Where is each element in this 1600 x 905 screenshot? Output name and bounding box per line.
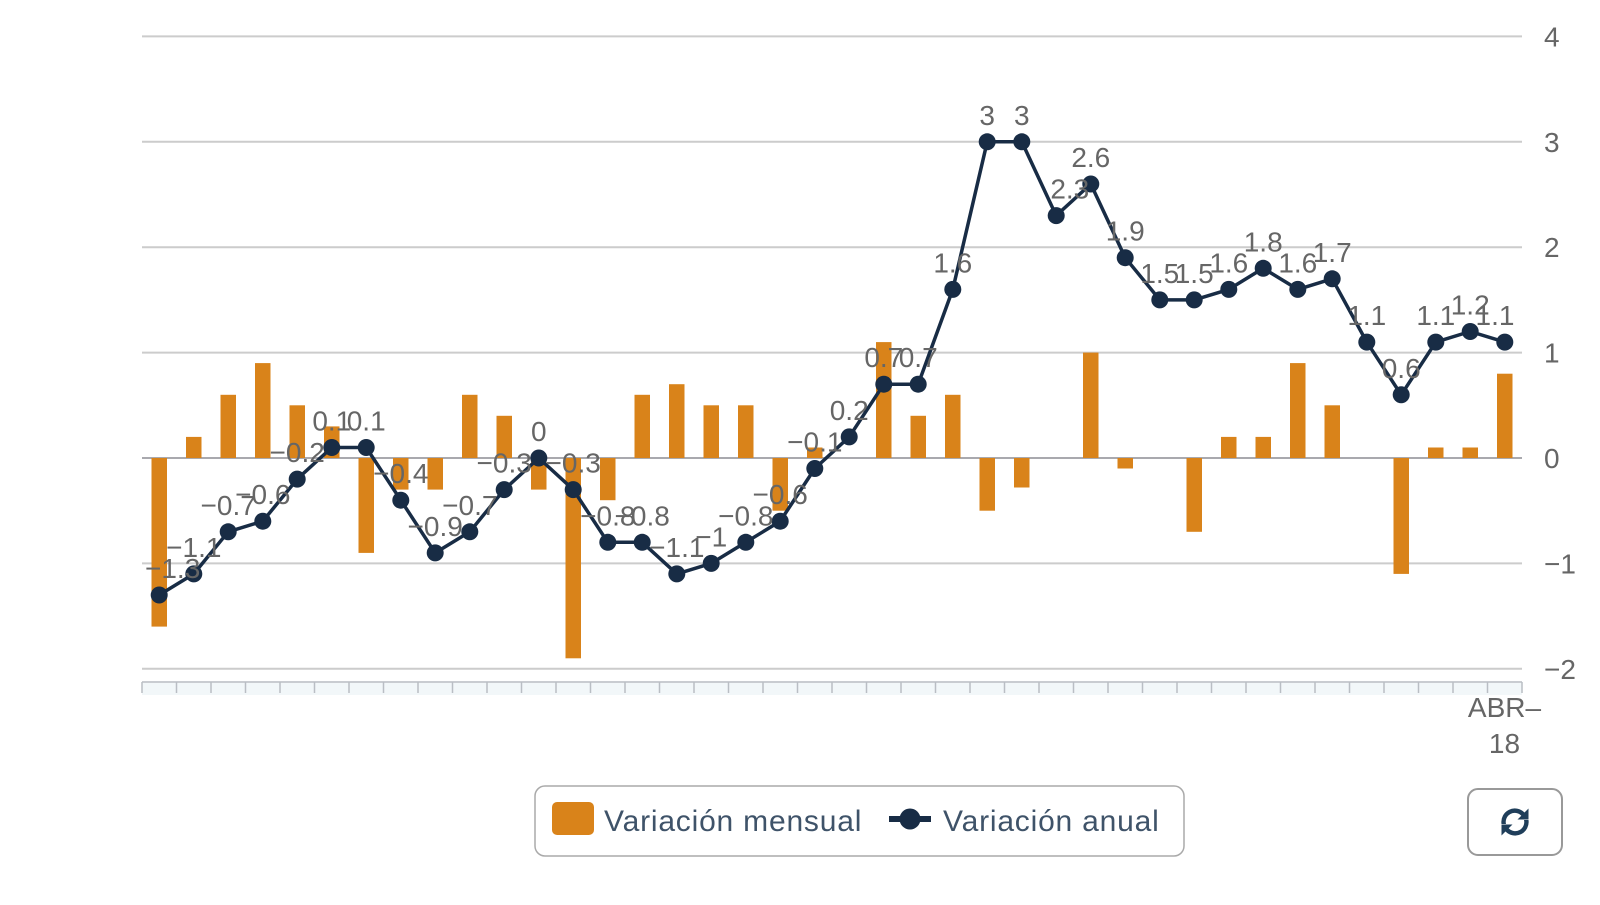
svg-text:1: 1	[1544, 338, 1560, 369]
svg-text:1.6: 1.6	[933, 247, 972, 278]
svg-text:0.6: 0.6	[1382, 353, 1421, 384]
svg-text:−0.8: −0.8	[580, 500, 635, 531]
svg-text:−0.3: −0.3	[477, 448, 532, 479]
svg-text:Variación anual: Variación anual	[943, 805, 1160, 838]
svg-text:−1: −1	[1544, 548, 1576, 579]
svg-text:1.2: 1.2	[1451, 290, 1490, 321]
svg-text:1.6: 1.6	[1209, 247, 1248, 278]
svg-text:1.1: 1.1	[1347, 300, 1386, 331]
svg-text:0.1: 0.1	[312, 406, 351, 437]
svg-text:2.6: 2.6	[1071, 142, 1110, 173]
svg-text:1.8: 1.8	[1244, 226, 1283, 257]
svg-text:0.1: 0.1	[347, 406, 386, 437]
svg-text:−1: −1	[695, 521, 727, 552]
svg-text:1.5: 1.5	[1175, 258, 1214, 289]
svg-text:1.7: 1.7	[1313, 237, 1352, 268]
svg-text:−1.1: −1.1	[166, 532, 221, 563]
svg-text:1.5: 1.5	[1140, 258, 1179, 289]
svg-text:−0.2: −0.2	[270, 437, 325, 468]
svg-text:Variación mensual: Variación mensual	[604, 805, 862, 838]
svg-text:1.6: 1.6	[1278, 247, 1317, 278]
svg-text:−1.3: −1.3	[145, 553, 200, 584]
svg-text:−0.6: −0.6	[753, 479, 808, 510]
svg-text:−1.1: −1.1	[649, 532, 704, 563]
svg-text:−0.7: −0.7	[201, 490, 256, 521]
svg-text:4: 4	[1544, 21, 1560, 52]
svg-text:−0.3: −0.3	[546, 448, 601, 479]
svg-text:−2: −2	[1544, 654, 1576, 685]
svg-text:−0.9: −0.9	[408, 511, 463, 542]
svg-text:3: 3	[1544, 127, 1560, 158]
svg-text:0.7: 0.7	[864, 342, 903, 373]
svg-text:18: 18	[1489, 728, 1520, 759]
svg-text:ABR–: ABR–	[1468, 692, 1542, 723]
svg-text:1.1: 1.1	[1416, 300, 1455, 331]
svg-text:0.7: 0.7	[899, 342, 938, 373]
svg-text:−0.6: −0.6	[235, 479, 290, 510]
svg-text:−0.8: −0.8	[615, 500, 670, 531]
svg-text:0.2: 0.2	[830, 395, 869, 426]
svg-text:0: 0	[531, 416, 547, 447]
svg-text:3: 3	[1014, 100, 1030, 131]
svg-text:−0.1: −0.1	[787, 427, 842, 458]
svg-text:0: 0	[1544, 443, 1560, 474]
svg-text:1.1: 1.1	[1476, 300, 1515, 331]
svg-text:2.3: 2.3	[1050, 174, 1089, 205]
svg-text:−0.8: −0.8	[718, 500, 773, 531]
svg-text:1.9: 1.9	[1106, 216, 1145, 247]
svg-text:−0.4: −0.4	[373, 458, 428, 489]
svg-text:3: 3	[979, 100, 995, 131]
svg-text:2: 2	[1544, 232, 1560, 263]
svg-text:−0.7: −0.7	[442, 490, 497, 521]
